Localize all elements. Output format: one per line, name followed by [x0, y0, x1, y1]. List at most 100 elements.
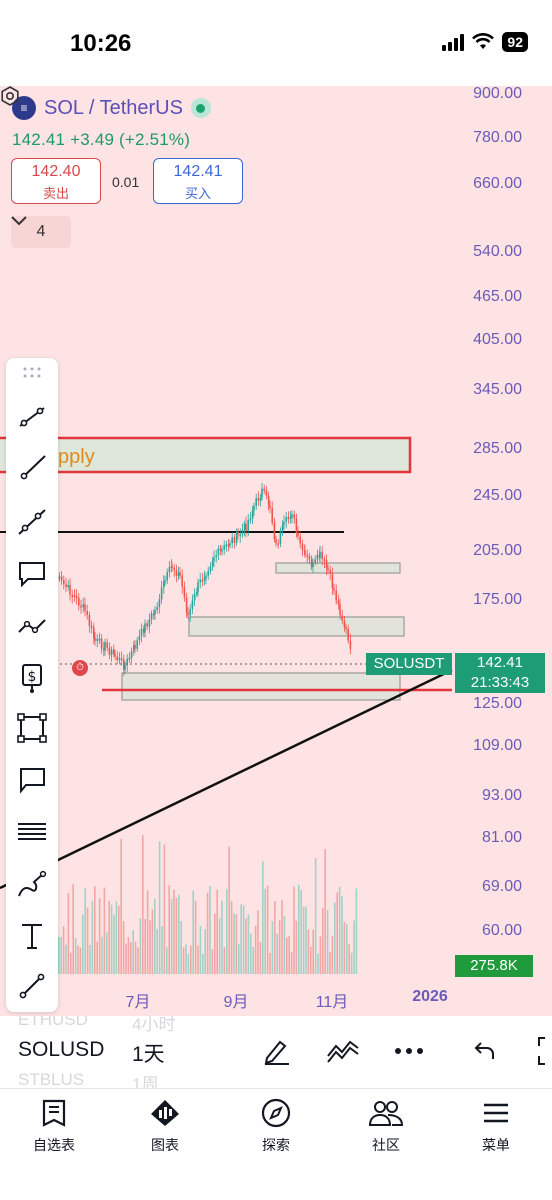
volume-bar [58, 936, 60, 974]
volume-bar [283, 915, 286, 974]
indicator-wave-icon[interactable] [326, 1034, 360, 1068]
text-icon[interactable] [12, 916, 52, 956]
undo-icon[interactable] [468, 1034, 502, 1068]
nav-menu[interactable]: 菜单 [446, 1095, 546, 1155]
candle-body [143, 628, 145, 633]
volume-bar [302, 906, 305, 974]
candle-body [96, 638, 98, 641]
drag-handle-icon[interactable] [22, 366, 42, 380]
candle-body [133, 644, 135, 652]
buy-button[interactable]: 142.41 买入 [153, 158, 243, 204]
candle-body [312, 562, 314, 568]
volume-bar [286, 937, 288, 974]
timeframe-wheel-prev[interactable]: 4小时 [132, 1016, 176, 1034]
candle-body [297, 532, 299, 537]
volume-bar [139, 918, 142, 974]
drawing-toolbar: $ [6, 358, 58, 1012]
sell-button[interactable]: 142.40 卖出 [11, 158, 101, 204]
indicators-toggle-button[interactable]: 4 [11, 216, 71, 248]
nav-chart[interactable]: 图表 [115, 1095, 215, 1155]
chart-canvas[interactable] [0, 86, 552, 1016]
candle-body [259, 497, 262, 501]
candle-body [118, 658, 121, 661]
demand-zone [275, 562, 401, 574]
symbol-title[interactable]: SOL / TetherUS [44, 96, 183, 119]
nav-explore[interactable]: 探索 [226, 1095, 326, 1155]
volume-bar [216, 889, 218, 974]
symbol-selector[interactable]: SOLUSD [18, 1038, 105, 1061]
rectangle-icon[interactable] [12, 708, 52, 748]
volume-bar [130, 942, 132, 974]
nav-community[interactable]: 社区 [336, 1095, 436, 1155]
timeframe-selector[interactable]: 1天 [132, 1043, 165, 1066]
volume-bar [257, 910, 259, 974]
candle-body [171, 565, 173, 568]
brush-icon[interactable] [12, 864, 52, 904]
parallel-channel-icon[interactable] [12, 812, 52, 852]
volume-bar [331, 935, 334, 974]
polyline-icon[interactable] [12, 966, 52, 1006]
candle-body [98, 638, 101, 641]
candle-body [345, 627, 347, 630]
price-range-icon[interactable]: $ [12, 658, 52, 698]
drawing-pen-icon[interactable] [260, 1034, 294, 1068]
candle-body [293, 514, 295, 519]
symbol-wheel-next[interactable]: STBLUS [18, 1070, 85, 1088]
candle-body [185, 597, 188, 613]
price-axis-label: 405.00 [473, 331, 522, 348]
candle-body [179, 572, 181, 576]
timeframe-wheel-next[interactable]: 1周 [132, 1075, 159, 1088]
price-axis-label: 60.00 [481, 922, 522, 939]
ray-line-icon[interactable] [12, 448, 52, 488]
candle-body [327, 568, 329, 571]
volume-bar [65, 944, 67, 974]
comment-icon[interactable] [12, 760, 52, 800]
candle-body [100, 638, 103, 649]
chart-area[interactable]: ≡ SOL / TetherUS 142.41 +3.49 (+2.51%) 1… [0, 86, 552, 1016]
volume-bar [233, 913, 235, 974]
chart-settings-icon[interactable] [0, 86, 20, 106]
volume-bar [101, 936, 103, 974]
nav-label-community: 社区 [372, 1137, 400, 1153]
path-icon[interactable] [12, 606, 52, 646]
volume-bar [271, 921, 274, 974]
trend-line-icon[interactable] [12, 396, 52, 436]
alert-icon[interactable]: ⏱ [72, 660, 88, 676]
volume-bar [137, 947, 139, 974]
volume-bar [266, 885, 269, 974]
nav-label-watchlist: 自选表 [33, 1137, 75, 1153]
volume-bar [341, 896, 343, 974]
candle-body [183, 586, 186, 598]
current-price-value: 142.41 [477, 654, 523, 671]
volume-bar [132, 930, 134, 974]
candle-body [94, 638, 96, 641]
candle-body [304, 550, 306, 555]
symbol-wheel-prev[interactable]: ETHUSD [18, 1016, 88, 1029]
volume-bar [94, 886, 96, 974]
volume-bar [338, 886, 341, 974]
more-options-icon[interactable] [392, 1034, 426, 1068]
volume-bar [70, 952, 72, 974]
volume-bar [77, 945, 79, 974]
callout-icon[interactable] [12, 554, 52, 594]
candle-body [271, 507, 273, 523]
candle-body [123, 659, 125, 670]
nav-watchlist[interactable]: 自选表 [4, 1095, 104, 1155]
symbol-header[interactable]: ≡ SOL / TetherUS [12, 96, 211, 120]
candle-body [60, 576, 63, 581]
candle-body [158, 599, 161, 607]
price-axis-label: 285.00 [473, 440, 522, 457]
volume-bar [156, 929, 158, 974]
nav-label-explore: 探索 [262, 1137, 290, 1153]
volume-bar [350, 952, 353, 974]
info-line-icon[interactable] [12, 502, 52, 542]
candle-body [114, 653, 116, 657]
candle-body [251, 510, 254, 519]
candle-body [58, 576, 61, 579]
market-status-icon[interactable] [190, 98, 211, 118]
fullscreen-icon[interactable] [530, 1034, 552, 1068]
volume-bar [298, 884, 300, 974]
volume-bar [288, 936, 290, 974]
status-icons: 92 [442, 32, 528, 52]
candle-body [154, 610, 156, 614]
